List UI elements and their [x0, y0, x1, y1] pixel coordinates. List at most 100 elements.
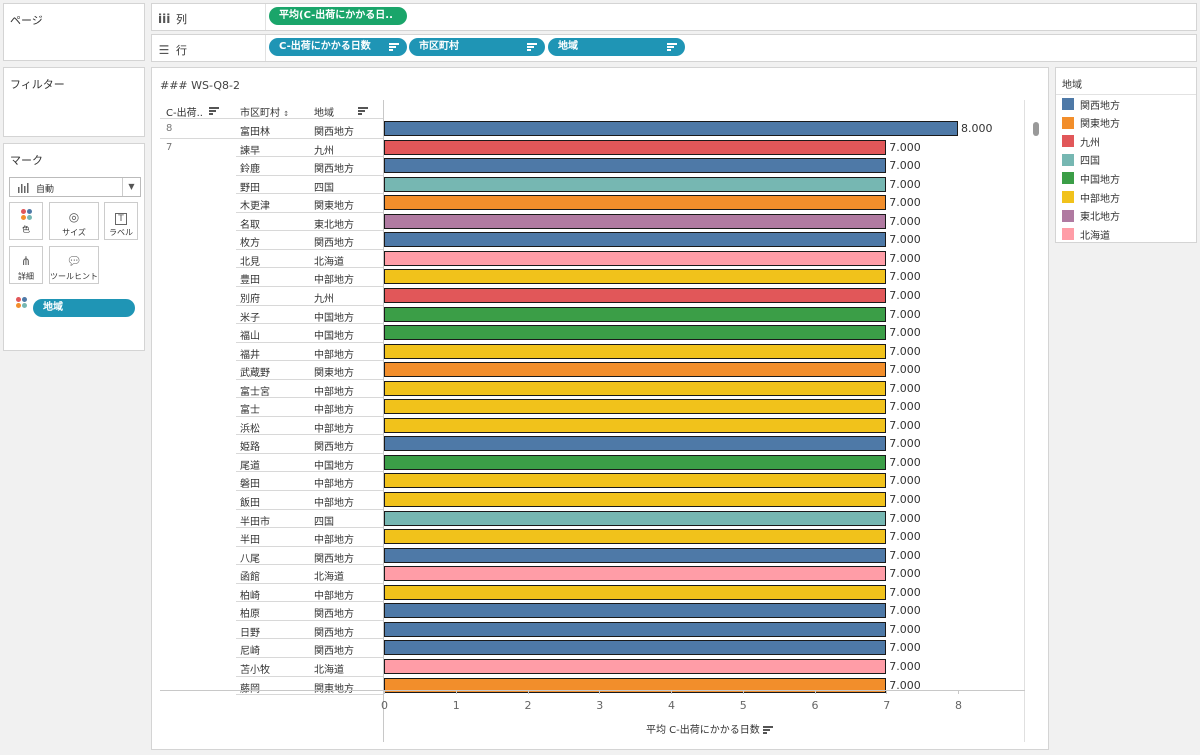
region-cell[interactable]: 中部地方 [314, 349, 354, 361]
city-cell[interactable]: 枚方 [240, 238, 260, 250]
region-cell[interactable]: 関西地方 [314, 127, 354, 138]
region-cell[interactable]: 中部地方 [314, 498, 354, 509]
days-group-cell[interactable]: 8 [166, 123, 173, 134]
city-cell[interactable]: 富士 [240, 405, 260, 417]
region-cell[interactable]: 中部地方 [314, 423, 354, 435]
region-cell[interactable]: 関西地方 [314, 646, 354, 658]
label-button[interactable]: T ラベル [104, 202, 138, 240]
region-cell[interactable]: 関西地方 [314, 627, 354, 639]
sort-alpha-icon[interactable]: ↕ [283, 110, 290, 118]
bar-mark[interactable] [384, 121, 958, 136]
city-cell[interactable]: 鈴鹿 [240, 164, 260, 176]
bar-mark[interactable] [384, 417, 887, 433]
region-cell[interactable]: 関西地方 [314, 442, 354, 454]
region-cell[interactable]: 中部地方 [314, 275, 354, 287]
bar-mark[interactable] [384, 547, 887, 563]
bar-mark[interactable] [384, 232, 887, 248]
bar-mark[interactable] [384, 621, 887, 637]
region-cell[interactable]: 中国地方 [314, 331, 354, 343]
region-cell[interactable]: 関西地方 [314, 553, 354, 565]
region-cell[interactable]: 東北地方 [314, 219, 354, 231]
region-cell[interactable]: 中国地方 [314, 460, 354, 472]
bar-mark[interactable] [384, 287, 887, 303]
city-cell[interactable]: 日野 [240, 627, 260, 639]
region-cell[interactable]: 中部地方 [314, 479, 354, 491]
bar-mark[interactable] [384, 677, 887, 693]
chevron-down-icon[interactable]: ▼ [122, 178, 140, 196]
bar-mark[interactable] [384, 640, 887, 656]
header-region[interactable]: 地域 [314, 104, 334, 119]
city-cell[interactable]: 北見 [240, 256, 260, 268]
bar-mark[interactable] [384, 603, 887, 619]
rows-shelf[interactable]: ☰ 行 C-出荷にかかる日数 市区町村 地域 [151, 34, 1197, 62]
city-cell[interactable]: 諫早 [240, 145, 260, 157]
bar-mark[interactable] [384, 139, 887, 155]
sort-descending-icon[interactable] [667, 43, 677, 51]
city-cell[interactable]: 尼崎 [240, 646, 260, 658]
bar-mark[interactable] [384, 529, 887, 545]
city-cell[interactable]: 柏崎 [240, 590, 260, 602]
city-cell[interactable]: 豊田 [240, 275, 260, 287]
bar-mark[interactable] [384, 269, 887, 285]
vertical-scrollbar[interactable] [1031, 118, 1041, 690]
city-cell[interactable]: 名取 [240, 219, 260, 231]
bar-mark[interactable] [384, 195, 887, 211]
legend-item[interactable]: 四国 [1062, 153, 1100, 167]
header-days[interactable]: C-出荷.. [166, 104, 203, 119]
sort-descending-icon[interactable] [389, 43, 399, 51]
sort-icon[interactable] [358, 107, 368, 115]
legend-item[interactable]: 北海道 [1062, 227, 1110, 242]
city-cell[interactable]: 富士宮 [240, 386, 270, 398]
region-cell[interactable]: 中部地方 [314, 590, 354, 602]
bar-mark[interactable] [384, 436, 887, 452]
region-cell[interactable]: 四国 [314, 516, 334, 528]
bar-mark[interactable] [384, 380, 887, 396]
detail-button[interactable]: ⋔ 詳細 [9, 246, 43, 284]
city-cell[interactable]: 姫路 [240, 442, 260, 454]
bar-mark[interactable] [384, 176, 887, 192]
city-cell[interactable]: 半田 [240, 535, 260, 547]
city-cell[interactable]: 武蔵野 [240, 368, 270, 380]
region-cell[interactable]: 関東地方 [314, 683, 354, 695]
row-pill-region[interactable]: 地域 [548, 38, 685, 56]
city-cell[interactable]: 半田市 [240, 516, 270, 528]
city-cell[interactable]: 木更津 [240, 201, 270, 213]
city-cell[interactable]: 柏原 [240, 609, 260, 621]
mark-type-dropdown[interactable]: 自動 ▼ [9, 177, 141, 197]
city-cell[interactable]: 飯田 [240, 498, 260, 509]
region-cell[interactable]: 関東地方 [314, 201, 354, 213]
bar-mark[interactable] [384, 473, 887, 489]
header-city[interactable]: 市区町村 ↕ [240, 104, 289, 119]
days-group-cell[interactable]: 7 [166, 141, 173, 153]
city-cell[interactable]: 福井 [240, 349, 260, 361]
size-button[interactable]: ◎ サイズ [49, 202, 99, 240]
bar-mark[interactable] [384, 362, 887, 378]
region-cell[interactable]: 北海道 [314, 664, 344, 676]
city-cell[interactable]: 浜松 [240, 423, 260, 435]
bar-mark[interactable] [384, 492, 887, 507]
bar-mark[interactable] [384, 343, 887, 359]
bar-mark[interactable] [384, 510, 887, 526]
legend-item[interactable]: 関西地方 [1062, 97, 1120, 112]
region-cell[interactable]: 中部地方 [314, 386, 354, 398]
sort-icon[interactable] [762, 726, 773, 734]
region-cell[interactable]: 四国 [314, 182, 334, 194]
region-cell[interactable]: 中国地方 [314, 312, 354, 324]
bar-mark[interactable] [384, 158, 887, 174]
sort-descending-icon[interactable] [527, 43, 537, 51]
region-cell[interactable]: 関西地方 [314, 238, 354, 250]
scrollbar-thumb[interactable] [1033, 122, 1039, 136]
city-cell[interactable]: 函館 [240, 572, 260, 584]
city-cell[interactable]: 別府 [240, 293, 260, 305]
color-button[interactable]: 色 [9, 202, 43, 240]
region-cell[interactable]: 北海道 [314, 256, 344, 268]
city-cell[interactable]: 磐田 [240, 479, 260, 491]
bar-mark[interactable] [384, 454, 887, 470]
legend-item[interactable]: 中部地方 [1062, 190, 1120, 205]
city-cell[interactable]: 福山 [240, 331, 260, 343]
pages-card[interactable]: ページ [3, 3, 145, 61]
region-cell[interactable]: 関西地方 [314, 609, 354, 621]
bar-mark[interactable] [384, 306, 887, 322]
bar-mark[interactable] [384, 658, 887, 674]
region-cell[interactable]: 九州 [314, 145, 334, 157]
